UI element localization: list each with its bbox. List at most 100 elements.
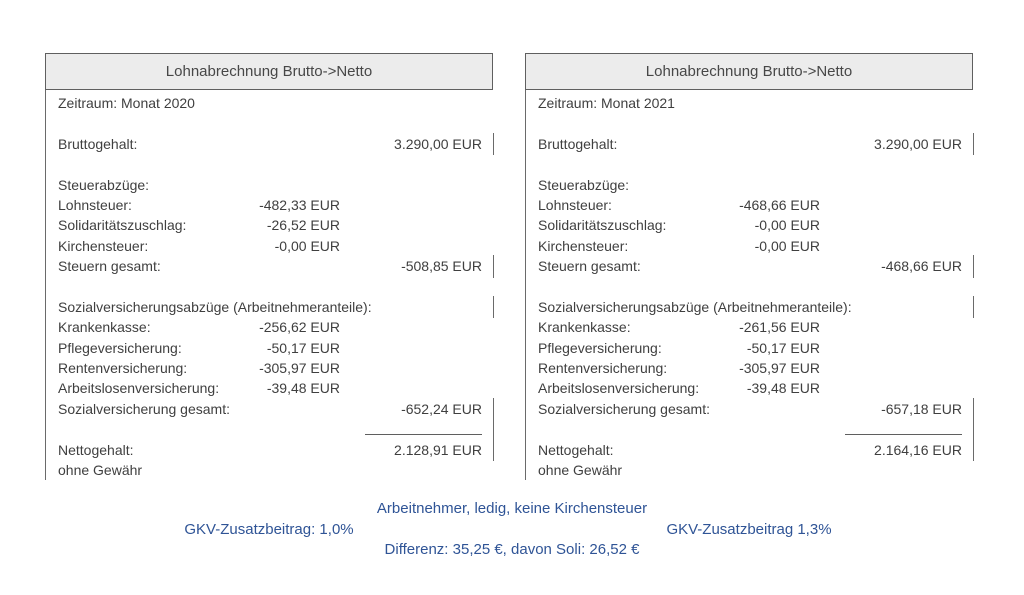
social-row-label: Rentenversicherung:: [538, 360, 668, 377]
disclaimer-row: ohne Gewähr: [538, 460, 973, 480]
social-section-row: Sozialversicherungsabzüge (Arbeitnehmera…: [58, 295, 494, 319]
tax-row-label: Lohnsteuer:: [538, 196, 612, 213]
tax-total-label: Steuern gesamt:: [58, 258, 161, 275]
social-row: Pflegeversicherung: -50,17 EUR: [58, 338, 493, 358]
tax-section-label: Steuerabzüge:: [538, 176, 630, 193]
zeitraum-label: Zeitraum: Monat 2020: [58, 95, 195, 111]
netto-row: Nettogehalt: 2.128,91 EUR: [58, 438, 494, 462]
tax-row-value: -482,33 EUR: [259, 196, 340, 213]
panel-title: Lohnabrechnung Brutto->Netto: [165, 63, 373, 80]
social-section-row: Sozialversicherungsabzüge (Arbeitnehmera…: [538, 295, 974, 319]
social-row-value: -305,97 EUR: [259, 360, 340, 377]
panel-header-2021: Lohnabrechnung Brutto->Netto: [525, 53, 973, 90]
tax-total-value: -468,66 EUR: [881, 258, 962, 275]
tax-row: Lohnsteuer: -482,33 EUR: [58, 195, 493, 215]
spacer-row: [538, 154, 973, 174]
tax-row-label: Kirchensteuer:: [538, 237, 629, 254]
social-row-label: Pflegeversicherung:: [538, 339, 662, 356]
spacer-row: [58, 277, 493, 297]
zeitraum-row: Zeitraum: Monat 2020: [58, 93, 493, 113]
tax-row-value: -26,52 EUR: [266, 217, 340, 234]
tax-row-label: Kirchensteuer:: [58, 237, 149, 254]
social-row-label: Krankenkasse:: [58, 319, 151, 336]
netto-value: 2.164,16 EUR: [874, 441, 962, 458]
social-row-value: -305,97 EUR: [739, 360, 820, 377]
netto-label: Nettogehalt:: [58, 441, 134, 458]
social-row-label: Rentenversicherung:: [58, 360, 188, 377]
zeitraum-label: Zeitraum: Monat 2021: [538, 95, 675, 111]
payroll-panel-2021: Lohnabrechnung Brutto->Netto Zeitraum: M…: [525, 53, 974, 481]
spacer-row: [58, 113, 493, 133]
tax-section-label: Steuerabzüge:: [58, 176, 150, 193]
brutto-label: Bruttogehalt:: [58, 135, 138, 152]
brutto-row: Bruttogehalt: 3.290,00 EUR: [538, 132, 974, 156]
social-row: Rentenversicherung: -305,97 EUR: [538, 358, 973, 378]
tax-section-row: Steuerabzüge:: [538, 175, 973, 195]
social-row-value: -256,62 EUR: [259, 319, 340, 336]
social-row: Krankenkasse: -256,62 EUR: [58, 317, 493, 337]
tax-row-value: -468,66 EUR: [739, 196, 820, 213]
tax-row-value: -0,00 EUR: [754, 237, 820, 254]
panel-body-2020: Zeitraum: Monat 2020 Bruttogehalt: 3.290…: [45, 90, 494, 481]
gkv-note-2020: GKV-Zusatzbeitrag: 1,0%: [184, 520, 354, 538]
social-row-label: Arbeitslosenversicherung:: [538, 380, 700, 397]
panel-title: Lohnabrechnung Brutto->Netto: [645, 63, 853, 80]
social-row-label: Krankenkasse:: [538, 319, 631, 336]
tax-row-label: Solidaritätszuschlag:: [58, 217, 187, 234]
tax-section-row: Steuerabzüge:: [58, 175, 493, 195]
tax-row: Solidaritätszuschlag: -0,00 EUR: [538, 215, 973, 235]
disclaimer-label: ohne Gewähr: [58, 462, 143, 479]
brutto-label: Bruttogehalt:: [538, 135, 618, 152]
social-row: Pflegeversicherung: -50,17 EUR: [538, 338, 973, 358]
employee-profile-note: Arbeitnehmer, ledig, keine Kirchensteuer: [376, 500, 648, 517]
netto-row: Nettogehalt: 2.164,16 EUR: [538, 438, 974, 462]
zeitraum-row: Zeitraum: Monat 2021: [538, 93, 973, 113]
social-row-label: Pflegeversicherung:: [58, 339, 182, 356]
social-total-value: -657,18 EUR: [881, 400, 962, 417]
social-total-label: Sozialversicherung gesamt:: [538, 400, 710, 417]
tax-row-value: -0,00 EUR: [274, 237, 340, 254]
tax-row: Solidaritätszuschlag: -26,52 EUR: [58, 215, 493, 235]
social-total-value: -652,24 EUR: [401, 400, 482, 417]
disclaimer-row: ohne Gewähr: [58, 460, 493, 480]
sum-line-row: [58, 418, 494, 442]
footer-notes: Arbeitnehmer, ledig, keine Kirchensteuer…: [0, 499, 1024, 561]
social-row-value: -39,48 EUR: [266, 380, 340, 397]
spacer-row: [58, 154, 493, 174]
social-row: Arbeitslosenversicherung: -39,48 EUR: [538, 378, 973, 398]
tax-row: Lohnsteuer: -468,66 EUR: [538, 195, 973, 215]
social-total-label: Sozialversicherung gesamt:: [58, 400, 230, 417]
spacer-row: [538, 113, 973, 133]
tax-row: Kirchensteuer: -0,00 EUR: [538, 236, 973, 256]
tax-row-value: -0,00 EUR: [754, 217, 820, 234]
social-total-row: Sozialversicherung gesamt: -657,18 EUR: [538, 397, 974, 421]
disclaimer-label: ohne Gewähr: [538, 462, 623, 479]
social-section-label: Sozialversicherungsabzüge (Arbeitnehmera…: [538, 298, 852, 315]
payroll-panel-2020: Lohnabrechnung Brutto->Netto Zeitraum: M…: [45, 53, 494, 481]
tax-row-label: Solidaritätszuschlag:: [538, 217, 667, 234]
social-row-value: -261,56 EUR: [739, 319, 820, 336]
netto-value: 2.128,91 EUR: [394, 441, 482, 458]
gkv-note-2021: GKV-Zusatzbeitrag 1,3%: [666, 520, 832, 538]
social-row: Arbeitslosenversicherung: -39,48 EUR: [58, 378, 493, 398]
gkv-notes-row: GKV-Zusatzbeitrag: 1,0% GKV-Zusatzbeitra…: [0, 520, 1024, 541]
brutto-row: Bruttogehalt: 3.290,00 EUR: [58, 132, 494, 156]
tax-row-label: Lohnsteuer:: [58, 196, 132, 213]
tax-total-value: -508,85 EUR: [401, 258, 482, 275]
difference-note: Differenz: 35,25 €, davon Soli: 26,52 €: [384, 541, 640, 558]
sum-line-row: [538, 418, 974, 442]
social-row-value: -39,48 EUR: [746, 380, 820, 397]
social-total-row: Sozialversicherung gesamt: -652,24 EUR: [58, 397, 494, 421]
brutto-value: 3.290,00 EUR: [874, 135, 962, 152]
tax-total-row: Steuern gesamt: -508,85 EUR: [58, 255, 494, 278]
social-row: Rentenversicherung: -305,97 EUR: [58, 358, 493, 378]
spacer-row: [538, 277, 973, 297]
social-section-label: Sozialversicherungsabzüge (Arbeitnehmera…: [58, 298, 372, 315]
panel-header-2020: Lohnabrechnung Brutto->Netto: [45, 53, 493, 90]
payroll-comparison: Lohnabrechnung Brutto->Netto Zeitraum: M…: [45, 53, 974, 481]
social-row-value: -50,17 EUR: [266, 339, 340, 356]
panel-body-2021: Zeitraum: Monat 2021 Bruttogehalt: 3.290…: [525, 90, 974, 481]
brutto-value: 3.290,00 EUR: [394, 135, 482, 152]
tax-row: Kirchensteuer: -0,00 EUR: [58, 236, 493, 256]
social-row: Krankenkasse: -261,56 EUR: [538, 317, 973, 337]
